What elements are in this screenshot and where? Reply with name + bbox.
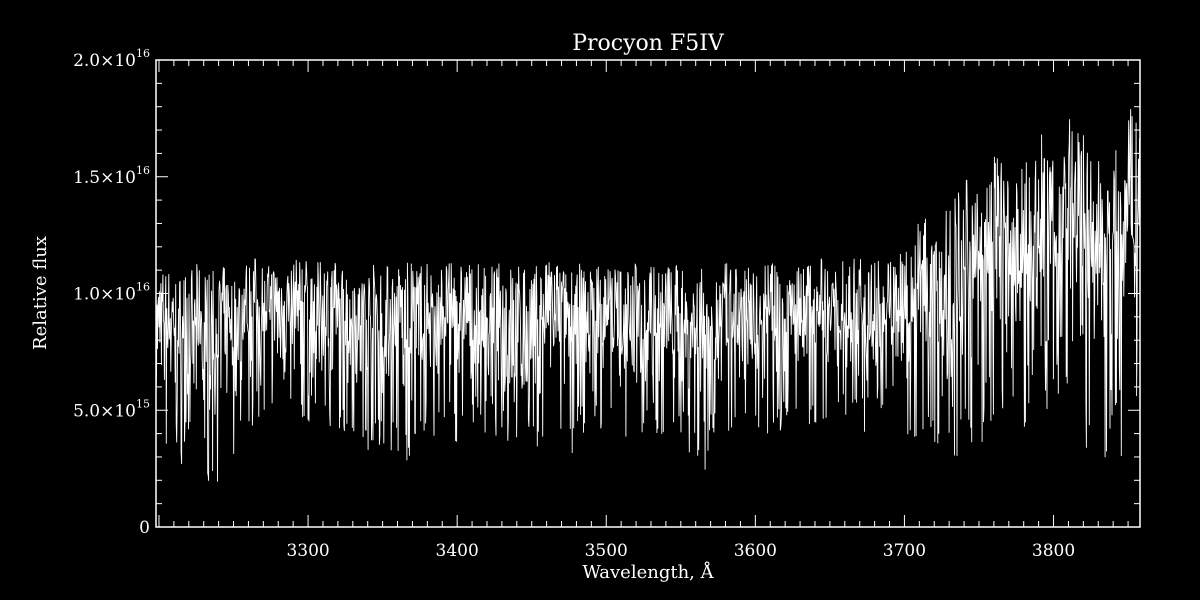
- x-tick-label: 3600: [734, 541, 777, 561]
- x-tick-label: 3300: [286, 541, 329, 561]
- y-tick-label: 1.0×1016: [73, 281, 150, 305]
- x-tick-label: 3400: [436, 541, 479, 561]
- x-tick-label: 3700: [883, 541, 926, 561]
- y-tick-label: 0: [139, 518, 150, 538]
- x-axis-label: Wavelength, Å: [582, 561, 714, 583]
- y-axis-label: Relative flux: [30, 236, 51, 350]
- y-tick-label: 5.0×1015: [73, 397, 150, 421]
- x-tick-label: 3500: [585, 541, 628, 561]
- spectrum-series: [155, 109, 1141, 482]
- x-tick-label: 3800: [1032, 541, 1075, 561]
- y-tick-label: 2.0×1016: [73, 47, 150, 71]
- spectrum-line: [155, 109, 1141, 482]
- x-tick-labels: 3300 3400 3500 3600 3700 3800: [286, 541, 1075, 561]
- y-tick-label: 1.5×1016: [73, 164, 150, 188]
- y-tick-labels: 0 5.0×1015 1.0×1016 1.5×1016 2.0×1016: [73, 47, 150, 538]
- chart-title: Procyon F5IV: [572, 31, 725, 56]
- axis-ticks: [156, 59, 1140, 528]
